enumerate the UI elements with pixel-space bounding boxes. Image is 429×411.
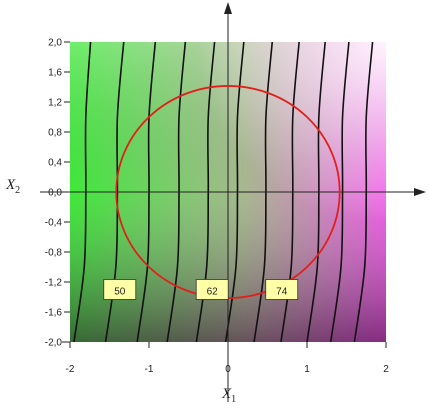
x-tick-label: 1 bbox=[304, 364, 310, 375]
y-tick-label: 1,2 bbox=[48, 98, 62, 109]
contour-label-box bbox=[195, 279, 229, 300]
y-axis-title: X2 bbox=[5, 177, 20, 196]
y-tick-label: 0,4 bbox=[48, 158, 62, 169]
contour-label: 62 bbox=[207, 287, 219, 298]
x-tick-label: 2 bbox=[383, 364, 389, 375]
x-axis-arrow bbox=[414, 188, 426, 196]
contour-label: 74 bbox=[276, 287, 288, 298]
x-tick-label: -2 bbox=[66, 364, 75, 375]
y-tick-label: -0,4 bbox=[45, 218, 63, 229]
y-tick-label: 2,0 bbox=[48, 38, 62, 49]
y-tick-label: -0,8 bbox=[45, 248, 63, 259]
contour-label-box bbox=[265, 279, 299, 300]
y-tick-label: -1,6 bbox=[45, 308, 63, 319]
y-axis-arrow bbox=[224, 2, 232, 14]
y-tick-label: -2,0 bbox=[45, 338, 63, 349]
contour-label-box bbox=[103, 279, 137, 300]
y-tick-label: 1,6 bbox=[48, 68, 62, 79]
x-tick-label: 0 bbox=[225, 364, 231, 375]
contour-label: 50 bbox=[114, 287, 126, 298]
x-tick-label: -1 bbox=[145, 364, 154, 375]
y-tick-label: 0,0 bbox=[48, 188, 62, 199]
y-tick-label: 0,8 bbox=[48, 128, 62, 139]
x-axis-title: X1 bbox=[221, 386, 236, 405]
y-tick-label: -1,2 bbox=[45, 278, 63, 289]
